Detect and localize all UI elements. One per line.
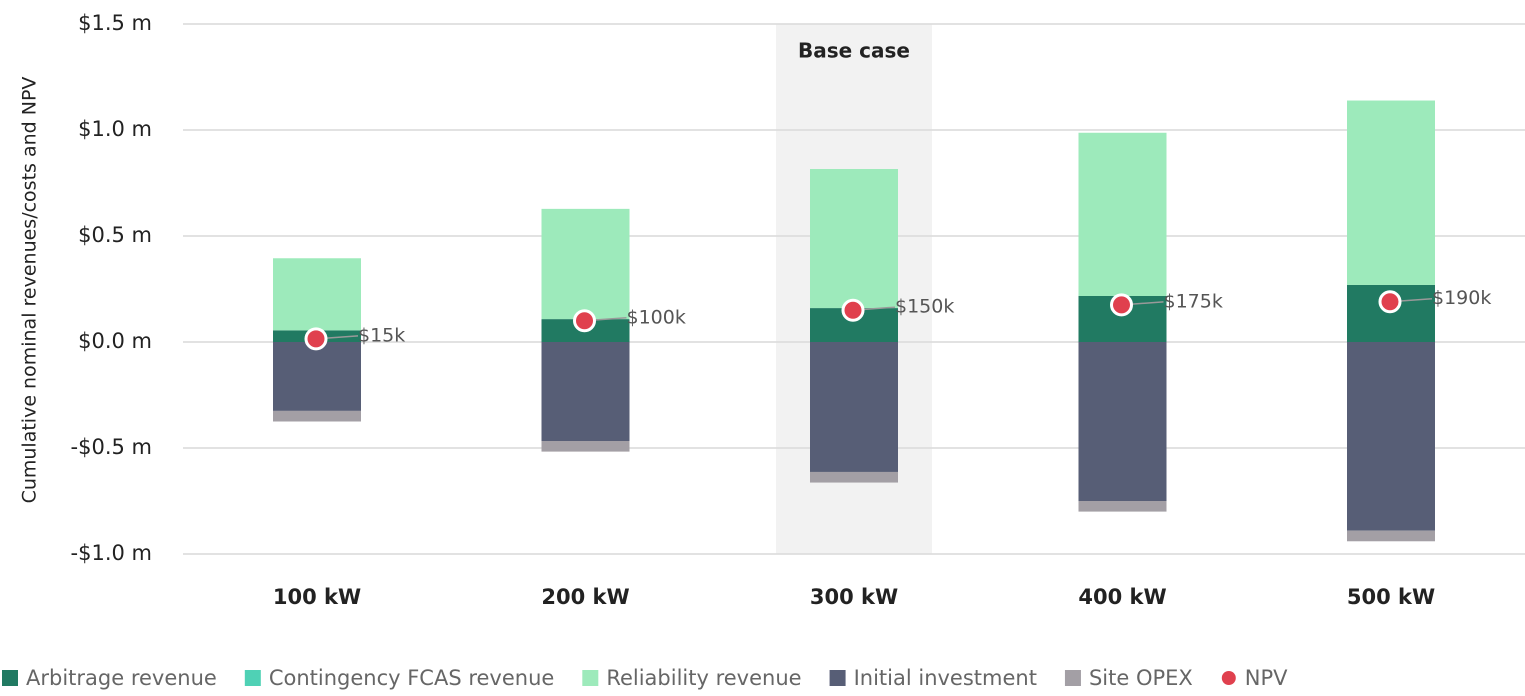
x-tick-label: 500 kW bbox=[1347, 585, 1435, 609]
bar-segment bbox=[273, 410, 361, 422]
legend-label: Site OPEX bbox=[1089, 666, 1193, 690]
y-tick-label: $1.5 m bbox=[78, 11, 152, 35]
data-label: $100k bbox=[627, 306, 686, 328]
bar-segment bbox=[810, 342, 898, 472]
bar-segment bbox=[1347, 530, 1435, 542]
legend-swatch bbox=[1064, 670, 1081, 686]
x-tick-label: 300 kW bbox=[810, 585, 898, 609]
y-tick-label: $0.5 m bbox=[78, 223, 152, 247]
bar-segment bbox=[541, 441, 630, 452]
bar-segment bbox=[810, 471, 898, 483]
data-label: $15k bbox=[358, 324, 405, 346]
bar-segment bbox=[273, 342, 361, 411]
legend-swatch bbox=[1221, 671, 1236, 685]
x-tick-label: 400 kW bbox=[1078, 585, 1166, 609]
bar-segment bbox=[810, 169, 898, 309]
npv-point bbox=[304, 327, 328, 351]
legend-label: Contingency FCAS revenue bbox=[269, 666, 555, 690]
bar-segment bbox=[273, 258, 361, 331]
legend-label: Reliability revenue bbox=[606, 666, 801, 690]
y-tick-label: -$0.5 m bbox=[71, 435, 152, 459]
y-tick-label: -$1.0 m bbox=[71, 541, 152, 565]
legend-label: Arbitrage revenue bbox=[26, 666, 217, 690]
data-label: $175k bbox=[1164, 290, 1223, 312]
npv-point bbox=[1378, 290, 1402, 314]
legend-label: Initial investment bbox=[854, 666, 1037, 690]
data-label: $150k bbox=[895, 296, 954, 318]
legend-label: NPV bbox=[1245, 666, 1288, 690]
annotation: Base case bbox=[798, 39, 910, 63]
bar-segment bbox=[1347, 100, 1435, 285]
bar-segment bbox=[1078, 342, 1167, 501]
y-tick-label: $1.0 m bbox=[78, 117, 152, 141]
x-tick-label: 100 kW bbox=[273, 585, 361, 609]
bar-segment bbox=[1078, 132, 1167, 296]
data-label: $190k bbox=[1432, 287, 1491, 309]
npv-point bbox=[573, 309, 596, 333]
bar-segment bbox=[541, 342, 630, 442]
bar-segment bbox=[1078, 501, 1167, 512]
bar-segment bbox=[1347, 342, 1435, 531]
legend: Arbitrage revenue Contingency FCAS revenu… bbox=[2, 666, 1288, 690]
legend-swatch bbox=[829, 670, 846, 686]
bar-segment bbox=[541, 208, 630, 320]
legend-swatch bbox=[244, 670, 261, 686]
y-tick-label: $0.0 m bbox=[78, 329, 152, 353]
x-tick-label: 200 kW bbox=[541, 585, 629, 609]
npv-point bbox=[841, 298, 865, 322]
legend-swatch bbox=[582, 670, 599, 686]
npv-point bbox=[1110, 293, 1133, 317]
y-axis-label: Cumulative nominal revenues/costs and NP… bbox=[19, 77, 41, 504]
legend-swatch bbox=[2, 670, 18, 686]
